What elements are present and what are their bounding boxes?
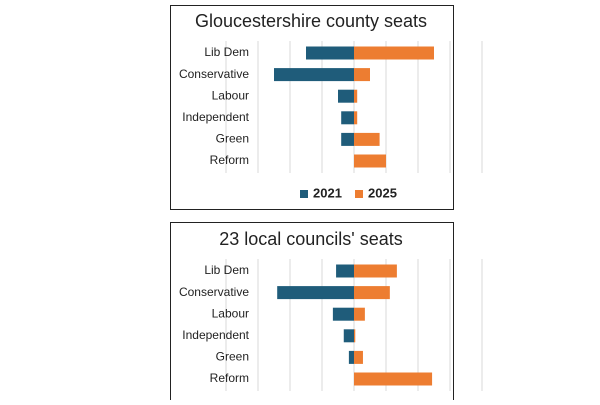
bar [354, 264, 397, 278]
bar [277, 286, 354, 300]
bar [354, 307, 365, 321]
bar [354, 154, 386, 168]
bar [336, 264, 354, 278]
bar [354, 372, 433, 386]
bar [338, 89, 354, 103]
chart-title: 23 local councils' seats [219, 229, 403, 249]
bar [354, 111, 358, 125]
chart-frame [170, 5, 454, 210]
bar [354, 350, 363, 364]
bar [341, 111, 354, 125]
category-label: Independent [182, 328, 249, 342]
category-label: Green [216, 350, 249, 364]
legend-label: 2025 [368, 185, 397, 200]
legend-swatch [300, 190, 308, 198]
chart-title: Gloucestershire county seats [195, 11, 427, 31]
bar [343, 329, 354, 343]
bar [354, 132, 380, 146]
bar [274, 68, 354, 82]
bar [341, 132, 354, 146]
category-label: Independent [182, 110, 249, 124]
category-label: Lib Dem [204, 263, 249, 277]
bar [354, 286, 390, 300]
category-label: Labour [212, 88, 249, 102]
category-label: Green [216, 132, 249, 146]
bar [332, 307, 354, 321]
category-label: Lib Dem [204, 45, 249, 59]
bar [306, 46, 354, 60]
legend-swatch [355, 190, 363, 198]
bar [348, 350, 354, 364]
category-label: Conservative [179, 285, 249, 299]
legend-label: 2021 [313, 185, 342, 200]
bar [354, 329, 356, 343]
bar [354, 89, 358, 103]
category-label: Labour [212, 306, 249, 320]
bar [354, 68, 370, 82]
category-label: Conservative [179, 67, 249, 81]
category-label: Reform [210, 153, 249, 167]
category-label: Reform [210, 371, 249, 385]
bar [354, 46, 434, 60]
